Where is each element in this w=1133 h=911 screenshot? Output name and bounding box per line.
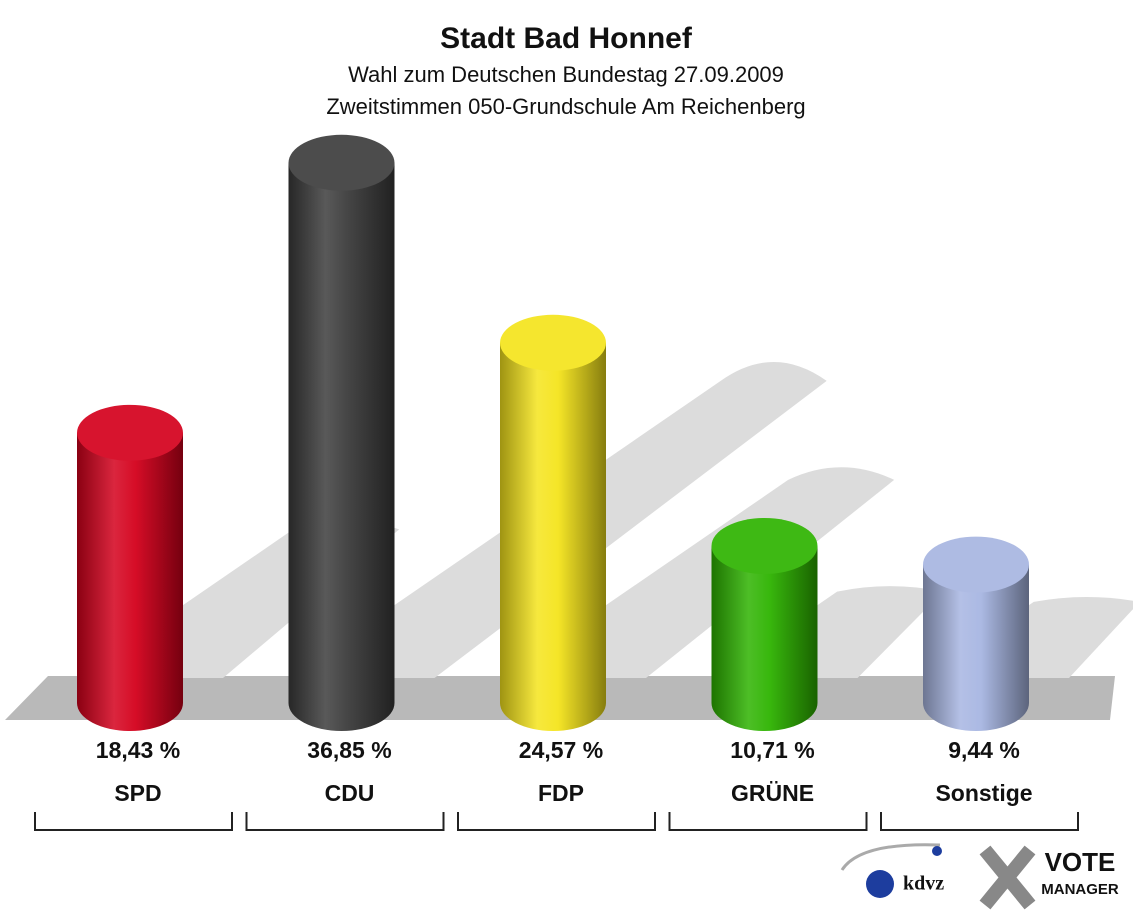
logo-vote: VOTE — [1045, 847, 1116, 877]
logo-x — [979, 845, 1036, 910]
category-bracket — [457, 812, 656, 831]
bar — [711, 517, 818, 731]
logo-brand: kdvz — [903, 873, 944, 895]
bar — [500, 314, 606, 731]
category-label: Sonstige — [935, 780, 1032, 806]
logo-swoosh — [840, 843, 941, 871]
bar — [77, 404, 183, 731]
category-label: SPD — [114, 780, 161, 806]
category-label: CDU — [325, 780, 375, 806]
value-label: 10,71 % — [730, 737, 814, 763]
bar-top — [711, 517, 818, 574]
value-label: 18,43 % — [96, 737, 180, 763]
bar — [923, 536, 1029, 731]
logo: kdvz VOTE MANAGER — [840, 843, 1119, 910]
bar — [288, 134, 395, 731]
category-bracket — [668, 812, 868, 831]
bar-top — [923, 536, 1029, 593]
logo-dot — [932, 846, 942, 856]
logo-manager: MANAGER — [1041, 881, 1119, 898]
category-bracket — [880, 812, 1079, 831]
value-label: 36,85 % — [307, 737, 391, 763]
bar-body — [288, 162, 395, 704]
bar-body — [500, 342, 606, 703]
logo-globe — [866, 870, 894, 898]
chart-subtitle: Zweitstimmen 050-Grundschule Am Reichenb… — [326, 94, 805, 119]
chart-subtitle: Wahl zum Deutschen Bundestag 27.09.2009 — [348, 62, 784, 87]
category-label: FDP — [538, 780, 584, 806]
category-bracket — [34, 812, 233, 831]
value-label: 24,57 % — [519, 737, 603, 763]
bar-body — [77, 432, 183, 703]
bar-top — [288, 134, 395, 191]
bar-top — [500, 314, 606, 371]
value-label: 9,44 % — [948, 737, 1020, 763]
category-bracket — [245, 812, 445, 831]
bar-top — [77, 404, 183, 461]
category-label: GRÜNE — [731, 780, 814, 806]
chart-title: Stadt Bad Honnef — [440, 22, 693, 55]
